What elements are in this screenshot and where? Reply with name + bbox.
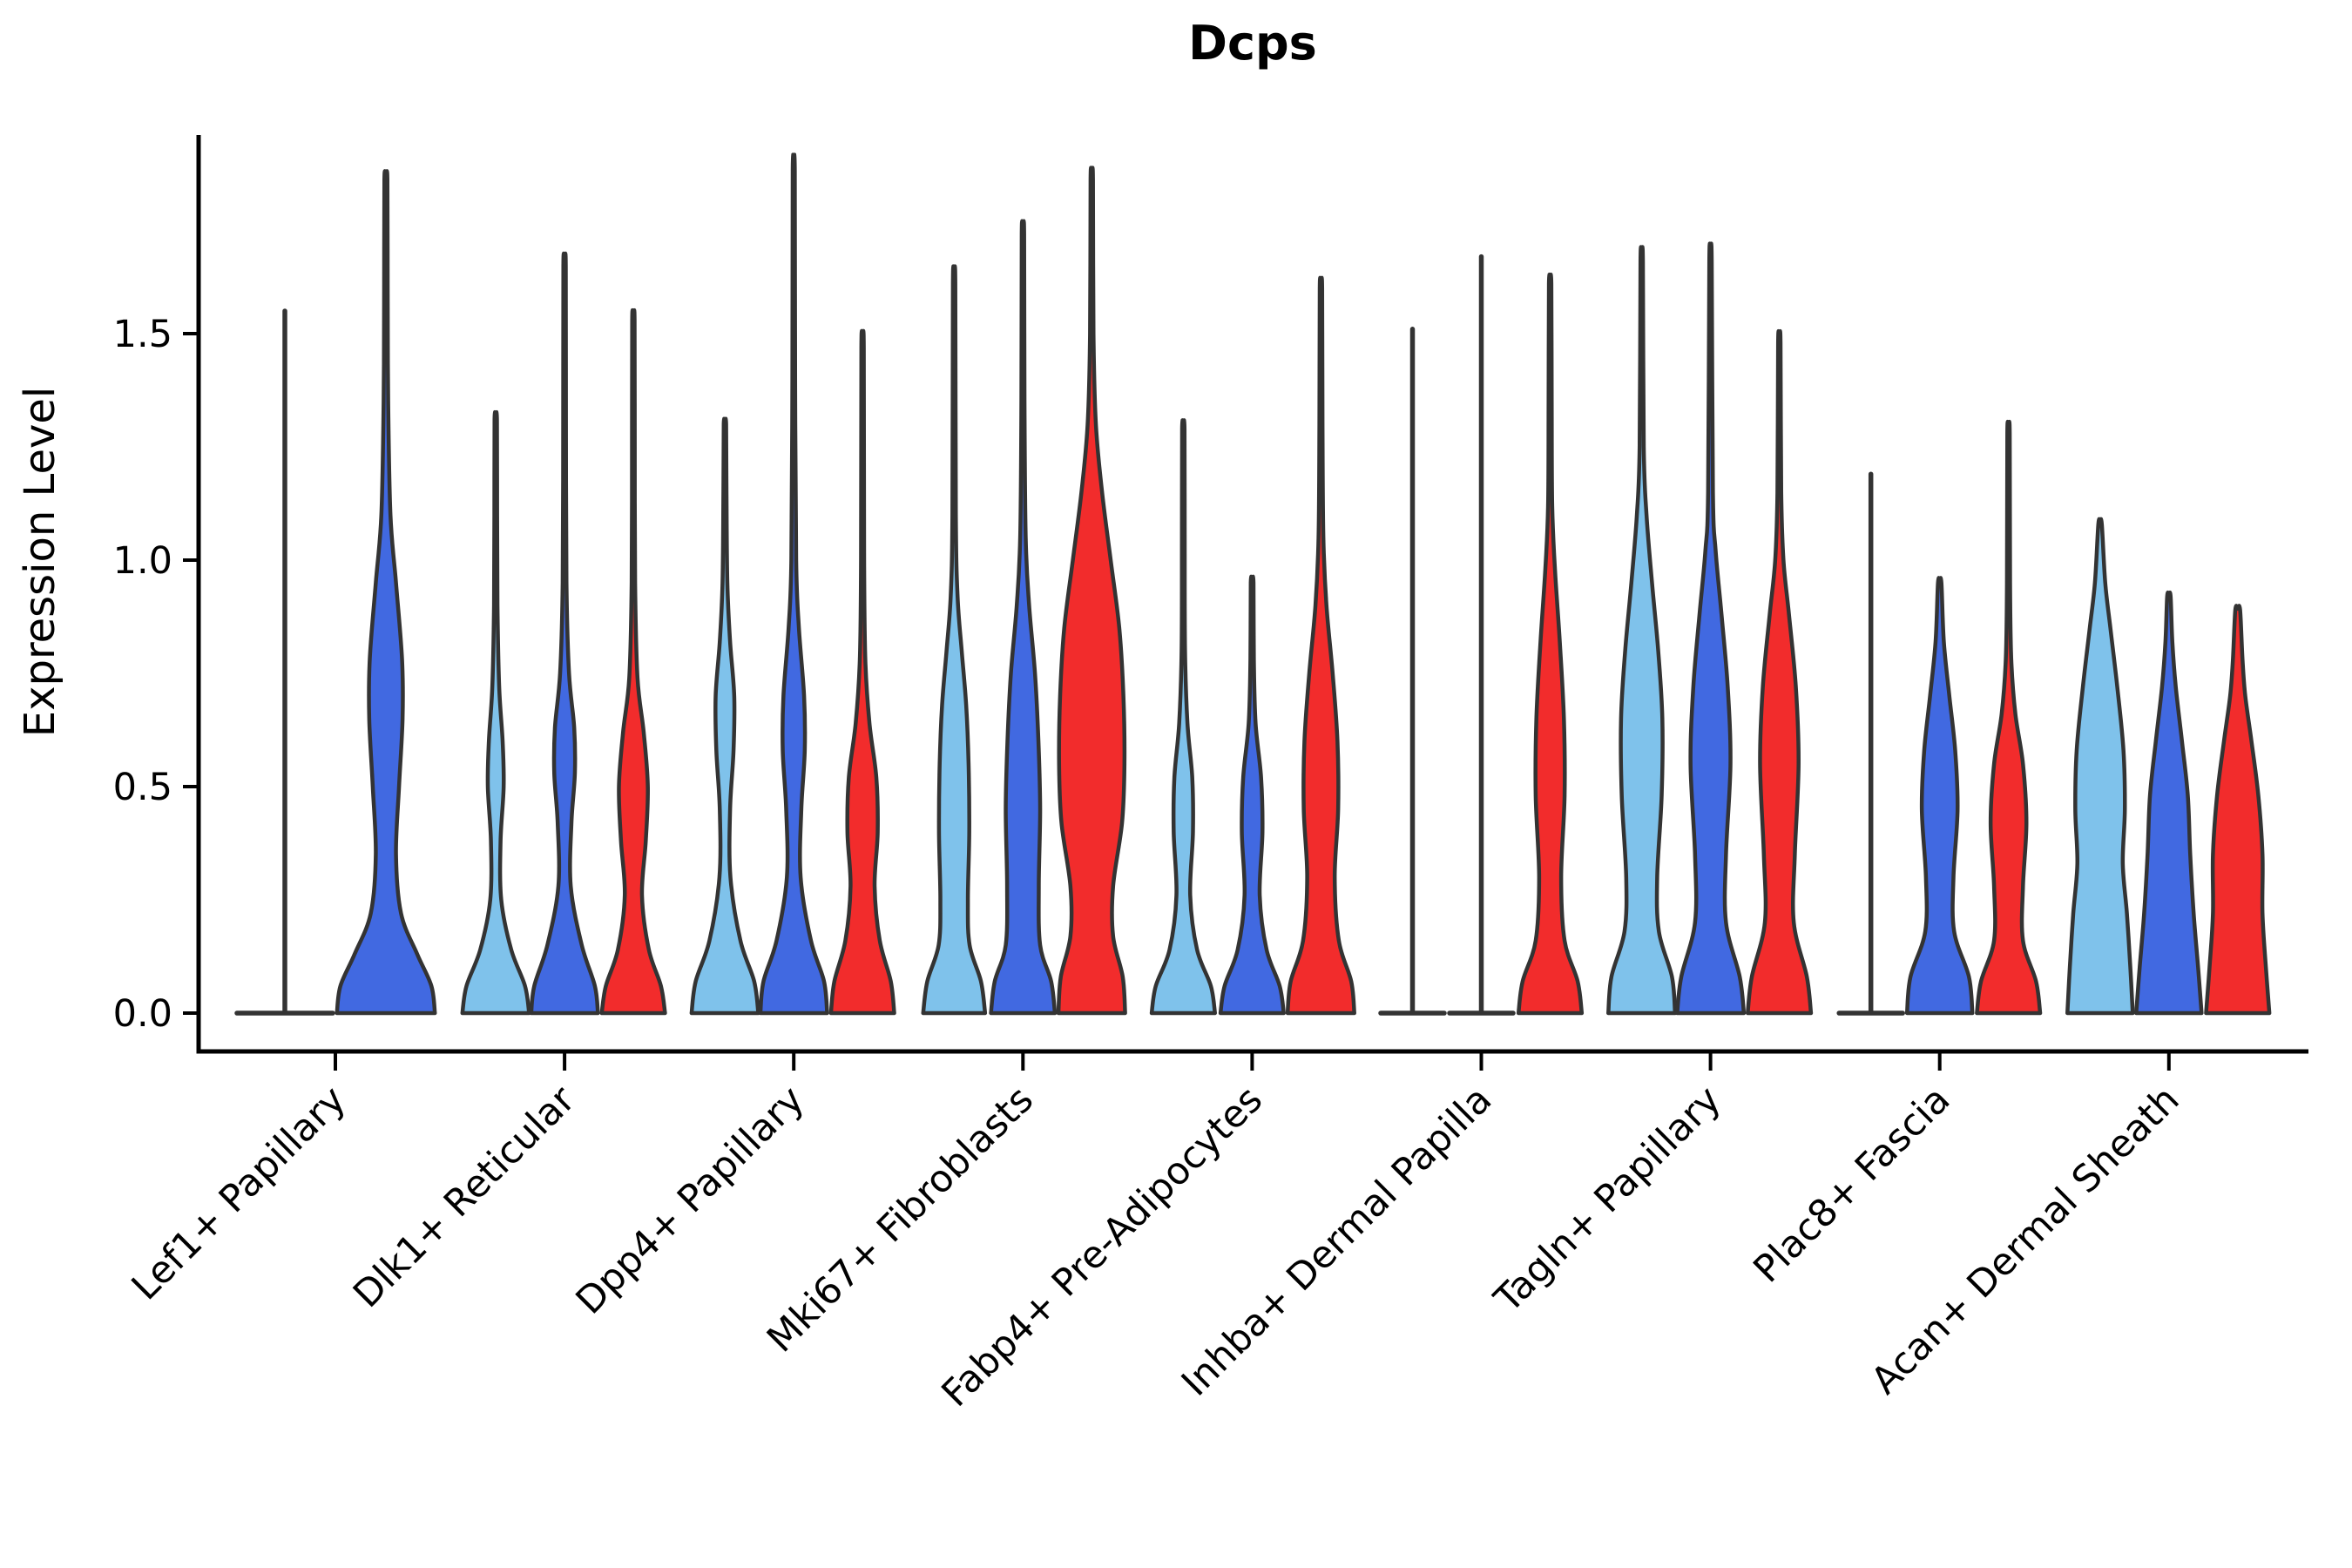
violin-2-blue [529,251,600,1016]
violin-3-light-blue [689,416,760,1016]
x-tick-label: Tagln+ Papillary [1486,1078,1730,1321]
chart-title: Dcps [1188,16,1317,71]
violin-5-red [1285,275,1356,1016]
violin-4-blue [989,219,1058,1016]
violin-7-red [1746,328,1814,1016]
violins-layer [234,152,2272,1016]
x-tick-label: Plac8+ Fascia [1746,1078,1959,1291]
violin-2-light-blue [460,409,531,1016]
y-tick-label: 0.5 [113,766,172,809]
violin-4-red [1056,166,1127,1016]
violin-8-blue [1904,576,1975,1016]
violin-6-light-blue [1378,327,1447,1016]
x-tick-label: Dpp4+ Papillary [568,1078,813,1322]
violin-9-red [2204,604,2272,1016]
violin-3-blue [758,152,829,1016]
violin-2-red [599,308,667,1016]
y-tick-label: 0.0 [113,992,172,1036]
violin-6-blue [1447,253,1516,1016]
violin-3-red [828,328,896,1016]
violin-1-blue [335,169,437,1016]
x-tick-label: Lef1+ Papillary [124,1078,355,1308]
violin-9-light-blue [2065,517,2135,1016]
violin-1-light-blue [234,308,335,1016]
y-tick-label: 1.5 [113,313,172,356]
violin-6-red [1516,273,1585,1016]
violin-7-light-blue [1606,245,1678,1016]
axes [183,135,2308,1071]
y-axis-label: Expression Level [16,387,64,738]
violin-7-blue [1675,241,1747,1016]
violin-5-light-blue [1149,418,1217,1016]
y-tick-label: 1.0 [113,539,172,583]
x-tick-label: Dlk1+ Reticular [345,1078,584,1316]
violin-5-blue [1218,574,1286,1016]
violin-9-blue [2134,590,2204,1016]
violin-8-red [1975,419,2043,1016]
violin-4-light-blue [921,264,988,1016]
violin-8-light-blue [1836,471,1905,1016]
